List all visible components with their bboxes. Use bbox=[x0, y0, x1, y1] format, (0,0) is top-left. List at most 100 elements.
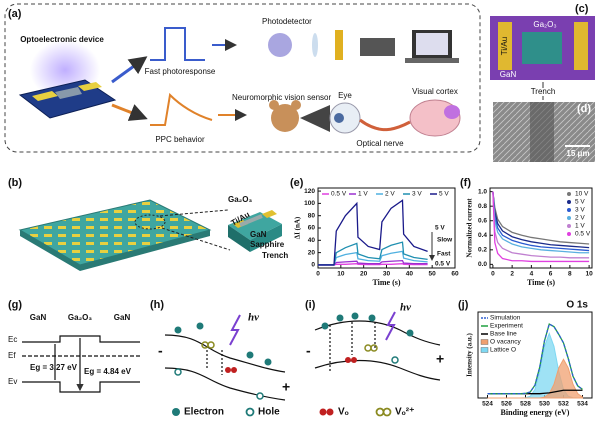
legend-label: Vₒ²⁺ bbox=[395, 407, 414, 418]
panel-a bbox=[312, 33, 318, 57]
x-tick-label: 0 bbox=[491, 271, 495, 278]
legend-label: Simulation bbox=[490, 315, 521, 322]
legend-swatch bbox=[567, 216, 571, 220]
panel-label: (d) bbox=[577, 103, 591, 115]
panel-label: (b) bbox=[8, 177, 22, 189]
panel-a bbox=[405, 58, 459, 63]
y-tick-label: 1.0 bbox=[478, 188, 487, 195]
label: Eye bbox=[338, 91, 352, 100]
panel-a bbox=[150, 27, 205, 61]
panel-b bbox=[239, 214, 263, 227]
band-diagram bbox=[22, 335, 140, 343]
x-tick-label: 4 bbox=[530, 271, 534, 278]
legend-label: 10 V bbox=[575, 191, 589, 198]
panel-b bbox=[18, 199, 212, 266]
x-tick-label: 2 bbox=[510, 271, 514, 278]
legend-label: 3 V bbox=[412, 191, 422, 198]
panel-a bbox=[335, 30, 343, 60]
legend-label: 2 V bbox=[385, 191, 395, 198]
label: Ti/Au bbox=[500, 37, 509, 55]
y-tick-label: 80 bbox=[308, 212, 316, 219]
panel-b bbox=[228, 225, 250, 252]
panel-d bbox=[565, 145, 590, 147]
legend-marker bbox=[326, 408, 334, 416]
y-axis-label: Intensity (a.u.) bbox=[466, 332, 474, 376]
panel-a bbox=[334, 113, 344, 123]
panel-label: (j) bbox=[458, 299, 469, 311]
carrier bbox=[321, 312, 414, 364]
label: Optoelectronic device bbox=[20, 35, 104, 44]
panel-a bbox=[32, 82, 102, 101]
label: Trench bbox=[262, 251, 288, 260]
x-axis-label: Time (s) bbox=[527, 278, 555, 287]
y-tick-label: 0.6 bbox=[478, 217, 487, 224]
x-tick-label: 40 bbox=[406, 271, 414, 278]
line bbox=[487, 323, 583, 395]
legend-marker bbox=[319, 408, 327, 416]
panel-label: (f) bbox=[460, 177, 471, 189]
legend-swatch bbox=[567, 224, 571, 228]
x-tick-label: 6 bbox=[549, 271, 553, 278]
legend-swatch bbox=[567, 232, 571, 236]
legend-label: 5 V bbox=[575, 199, 585, 206]
label: Visual cortex bbox=[412, 87, 458, 96]
panel-a bbox=[359, 118, 411, 132]
label: Ec bbox=[8, 335, 17, 344]
label: + bbox=[282, 379, 290, 395]
panel-a bbox=[444, 105, 460, 119]
band-diagram bbox=[22, 335, 140, 392]
label: - bbox=[306, 343, 311, 359]
chart-title: O 1s bbox=[566, 300, 588, 311]
label: Ef bbox=[8, 351, 16, 360]
label: Ga₂O₃ bbox=[533, 20, 556, 29]
band-bending bbox=[164, 314, 286, 401]
line bbox=[492, 191, 590, 259]
label: Trench bbox=[531, 87, 556, 96]
carrier bbox=[256, 392, 264, 400]
band-bending bbox=[329, 322, 376, 372]
label: Ev bbox=[8, 377, 17, 386]
y-tick-label: 40 bbox=[308, 237, 316, 244]
panel-c bbox=[498, 22, 512, 70]
panel-a bbox=[268, 33, 292, 57]
legend-label: Electron bbox=[184, 407, 224, 418]
panel-label: (h) bbox=[150, 299, 164, 311]
annotation: 5 V bbox=[435, 225, 445, 232]
carrier bbox=[174, 326, 182, 334]
legend-marker bbox=[172, 408, 180, 416]
carrier bbox=[231, 367, 237, 373]
legend-swatch bbox=[567, 200, 571, 204]
panel-a bbox=[4, 3, 481, 153]
y-tick-label: 0.4 bbox=[478, 232, 487, 239]
panel-c bbox=[522, 32, 562, 64]
line bbox=[492, 191, 590, 263]
legend-marker bbox=[245, 407, 255, 417]
x-tick-label: 60 bbox=[451, 271, 459, 278]
x-tick-label: 528 bbox=[520, 401, 531, 408]
legend-label: 3 V bbox=[575, 207, 585, 214]
legend-label: 0.5 V bbox=[331, 191, 347, 198]
x-tick-label: 8 bbox=[568, 271, 572, 278]
carrier bbox=[196, 322, 204, 330]
panel-label: (a) bbox=[8, 8, 22, 20]
carrier bbox=[391, 356, 399, 364]
x-axis-label: Binding energy (eV) bbox=[501, 408, 570, 417]
y-tick-label: 120 bbox=[304, 188, 315, 195]
legend-marker bbox=[375, 407, 385, 417]
label: Optical nerve bbox=[356, 139, 404, 148]
label: GaN bbox=[114, 313, 131, 322]
legend-marker bbox=[172, 407, 392, 417]
annotation: 0.5 V bbox=[435, 261, 451, 268]
panel-b bbox=[20, 230, 210, 271]
panel-a bbox=[269, 100, 279, 110]
label: Sapphire bbox=[250, 240, 285, 249]
carrier bbox=[321, 322, 329, 330]
legend-swatch bbox=[480, 339, 489, 345]
label: hv bbox=[400, 302, 411, 314]
legend-swatch bbox=[567, 208, 571, 212]
label: GaN bbox=[250, 230, 267, 239]
plot-frame bbox=[489, 187, 593, 269]
annotation: Slow bbox=[437, 237, 453, 244]
legend-swatch bbox=[567, 192, 571, 196]
x-tick-label: 524 bbox=[482, 401, 493, 408]
